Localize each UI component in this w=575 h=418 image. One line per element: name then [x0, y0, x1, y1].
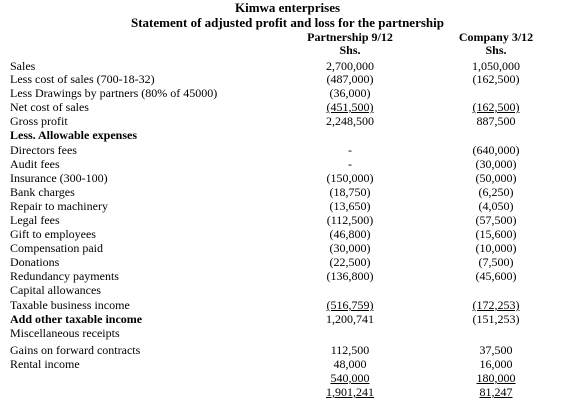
table-row: Compensation paid (30,000) (10,000) — [0, 241, 575, 255]
table-row: Bank charges (18,750) (6,250) — [0, 185, 575, 199]
company-value: (45,600) — [475, 269, 517, 283]
company-value: (151,253) — [472, 312, 520, 326]
partnership-value: (36,000) — [329, 86, 371, 100]
partnership-column-unit: Shs. — [339, 43, 361, 57]
company-value: (162,500) — [472, 72, 520, 86]
partnership-value: (136,800) — [326, 269, 374, 283]
partnership-value: - — [348, 143, 352, 157]
table-row: Sales 2,700,000 1,050,000 — [0, 59, 575, 73]
row-label: Donations — [10, 255, 60, 269]
partnership-value: 2,248,500 — [326, 114, 374, 128]
partnership-value: (18,750) — [329, 185, 371, 199]
row-label: Less Drawings by partners (80% of 45000) — [10, 86, 218, 100]
partnership-value: (516,759) — [326, 298, 374, 312]
partnership-value: 1,901,241 — [326, 385, 374, 399]
partnership-value: 48,000 — [333, 357, 367, 371]
company-value: 1,050,000 — [472, 59, 520, 73]
table-row: Net cost of sales (451,500) (162,500) — [0, 100, 575, 114]
row-label: Taxable business income — [10, 298, 130, 312]
row-label: Repair to machinery — [10, 199, 108, 213]
row-label: Gift to employees — [10, 227, 96, 241]
company-value: 37,500 — [479, 343, 513, 357]
row-label: Redundancy payments — [10, 269, 119, 283]
company-value: (10,000) — [475, 241, 517, 255]
row-label: Less cost of sales (700-18-32) — [10, 72, 155, 86]
row-label: Audit fees — [10, 157, 60, 171]
company-value: 81,247 — [479, 385, 513, 399]
section-heading: Add other taxable income — [10, 312, 143, 326]
table-row: Legal fees (112,500) (57,500) — [0, 213, 575, 227]
company-value: (57,500) — [475, 213, 517, 227]
table-row: Donations (22,500) (7,500) — [0, 255, 575, 269]
partnership-value: 1,200,741 — [326, 312, 374, 326]
partnership-value: 540,000 — [330, 371, 370, 385]
row-label: Insurance (300-100) — [10, 171, 108, 185]
partnership-value: 112,500 — [330, 343, 370, 357]
section-heading: Less. Allowable expenses — [10, 128, 138, 142]
partnership-value: (22,500) — [329, 255, 371, 269]
partnership-value: (150,000) — [326, 171, 374, 185]
table-row: 1,901,241 81,247 — [0, 385, 575, 399]
partnership-value: (30,000) — [329, 241, 371, 255]
table-row: Redundancy payments (136,800) (45,600) — [0, 269, 575, 283]
partnership-value: (112,500) — [326, 213, 374, 227]
partnership-value: - — [348, 157, 352, 171]
partnership-value: (13,650) — [329, 199, 371, 213]
table-row: Less Drawings by partners (80% of 45000)… — [0, 86, 575, 100]
company-value: (50,000) — [475, 171, 517, 185]
partnership-column-header: Partnership 9/12 — [307, 30, 393, 44]
table-row: Gross profit 2,248,500 887,500 — [0, 114, 575, 128]
table-row: Repair to machinery (13,650) (4,050) — [0, 199, 575, 213]
table-row: Gains on forward contracts 112,500 37,50… — [0, 343, 575, 357]
company-value: (15,600) — [475, 227, 517, 241]
row-label: Miscellaneous receipts — [10, 326, 120, 340]
partnership-value: 2,700,000 — [326, 59, 374, 73]
table-row: Less. Allowable expenses — [0, 128, 575, 142]
partnership-value: (46,800) — [329, 227, 371, 241]
company-value: 887,500 — [476, 114, 516, 128]
table-row: Miscellaneous receipts — [0, 326, 575, 340]
table-row: Audit fees - (30,000) — [0, 157, 575, 171]
company-value: (30,000) — [475, 157, 517, 171]
table-row: 540,000 180,000 — [0, 371, 575, 385]
table-row: Add other taxable income 1,200,741 (151,… — [0, 312, 575, 326]
partnership-value: (487,000) — [326, 72, 374, 86]
row-label: Legal fees — [10, 213, 60, 227]
company-column-unit: Shs. — [485, 43, 507, 57]
row-label: Directors fees — [10, 143, 77, 157]
company-value: (162,500) — [472, 100, 520, 114]
table-row: Taxable business income (516,759) (172,2… — [0, 298, 575, 312]
table-row: Capital allowances — [0, 283, 575, 297]
row-label: Compensation paid — [10, 241, 103, 255]
row-label: Gross profit — [10, 114, 68, 128]
document-title: Kimwa enterprises — [234, 0, 341, 15]
row-label: Sales — [10, 59, 36, 73]
table-row: Less cost of sales (700-18-32) (487,000)… — [0, 72, 575, 86]
company-value: (640,000) — [472, 143, 520, 157]
row-label: Bank charges — [10, 185, 75, 199]
partnership-value: (451,500) — [326, 100, 374, 114]
row-label: Gains on forward contracts — [10, 343, 141, 357]
row-label: Net cost of sales — [10, 100, 89, 114]
company-column-header: Company 3/12 — [458, 30, 534, 44]
table-row: Gift to employees (46,800) (15,600) — [0, 227, 575, 241]
document-subtitle: Statement of adjusted profit and loss fo… — [131, 15, 444, 30]
company-value: (172,253) — [472, 298, 520, 312]
table-row: Rental income 48,000 16,000 — [0, 357, 575, 371]
company-value: 16,000 — [479, 357, 513, 371]
table-row: Insurance (300-100) (150,000) (50,000) — [0, 171, 575, 185]
row-label: Capital allowances — [10, 283, 101, 297]
row-label: Rental income — [10, 357, 80, 371]
company-value: (6,250) — [478, 185, 514, 199]
company-value: (4,050) — [478, 199, 514, 213]
company-value: (7,500) — [478, 255, 514, 269]
company-value: 180,000 — [476, 371, 516, 385]
table-row: Directors fees - (640,000) — [0, 143, 575, 157]
